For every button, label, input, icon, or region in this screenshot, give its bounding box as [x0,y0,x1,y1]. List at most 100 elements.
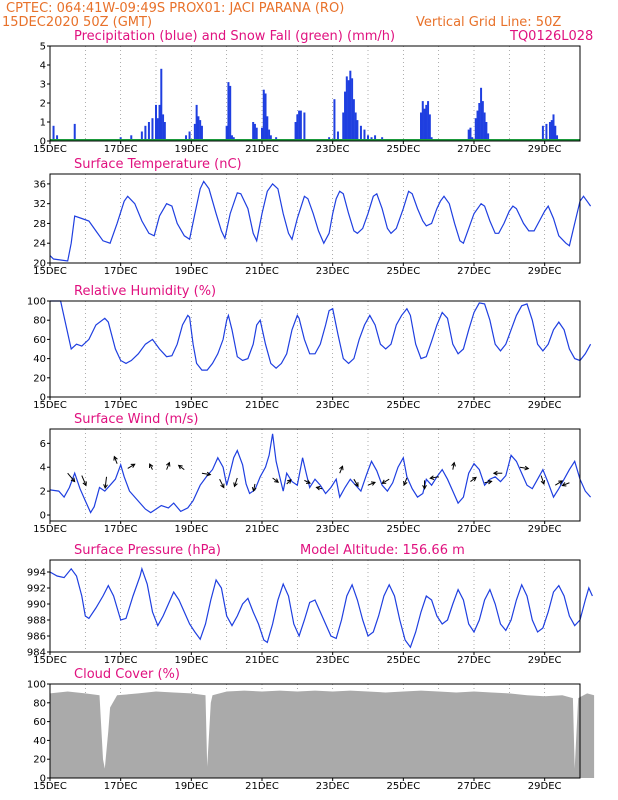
y-tick-label: 990 [27,600,46,611]
wind-arrow-head [286,479,292,484]
rh-line [50,300,592,371]
y-tick-label: 0 [40,511,46,522]
precip-bar [140,131,143,141]
x-tick-label: 27DEC [457,781,491,792]
precip-bar [299,110,302,141]
x-tick-label: 23DEC [316,400,350,411]
x-tick-label: 17DEC [104,781,138,792]
panel-rh: Relative Humidity (%) 0 20 40 60 80 100 15DEC 17… [27,284,592,411]
panel-title-pres: Surface Pressure (hPa) [74,543,221,558]
x-tick-label: 21DEC [245,524,279,535]
x-tick-label: 15DEC [33,266,67,277]
wind-arrow-head [113,455,118,461]
y-tick-label: 20 [33,373,46,384]
cloud-cover-area [50,690,595,778]
x-tick-label: 21DEC [245,266,279,277]
y-tick-label: 988 [27,616,46,627]
wind-arrow [562,482,570,487]
wind-arrow [149,463,153,470]
wind-arrow [178,465,185,471]
precip-bar [52,125,55,141]
x-tick-label: 21DEC [245,144,279,155]
precip-bar [374,135,377,141]
precip-bar [474,118,477,141]
x-tick-label: 15DEC [33,524,67,535]
panel-frame [49,45,581,142]
panel-title-cloud: Cloud Cover (%) [74,667,180,682]
y-tick-label: 0 [40,393,46,404]
precip-bar [545,123,548,141]
y-tick-label: 24 [33,239,46,250]
precip-bar [552,114,555,141]
y-tick-label: 40 [33,354,46,365]
precip-bar [485,122,488,141]
wind-arrow [367,481,376,486]
precip-bar [554,125,557,141]
wind-arrow-head [472,476,477,482]
precip-bar [478,103,481,141]
wind-arrow [430,476,439,479]
precip-bar [425,104,428,141]
wind-arrow-head [381,479,387,484]
precip-bar [349,70,352,141]
x-tick-label: 19DEC [174,655,208,666]
y-tick-label: 4 [40,463,46,474]
wind-arrow-head [315,485,321,491]
header-line1: CPTEC: 064:41W-09:49S PROX01: JACI PARAN… [6,1,344,16]
precip-bar [336,131,339,141]
precip-bar [253,123,256,141]
precip-bar [333,99,336,141]
x-tick-label: 21DEC [245,655,279,666]
panel-temp: Surface Temperature (nC) 20 24 28 32 36 15DEC 1… [33,157,592,277]
precip-bar [188,131,191,141]
x-tick-label: 21DEC [245,400,279,411]
precip-bar [480,87,483,141]
wind-arrow [381,478,390,484]
x-tick-label: 29DEC [528,524,562,535]
precip-bar [200,125,203,141]
x-tick-label: 17DEC [104,524,138,535]
x-tick-label: 15DEC [33,655,67,666]
wind-arrow-head [149,463,154,469]
precip-bar [356,120,359,141]
x-tick-label: 19DEC [174,781,208,792]
y-tick-label: 992 [27,584,46,595]
wind-arrow [484,480,492,484]
x-tick-label: 23DEC [316,266,350,277]
wind-arrow [253,483,256,492]
precip-bar [487,133,490,141]
precip-bar [229,85,232,141]
wind-arrow-head [451,461,456,467]
precip-bar [483,112,486,141]
temp-line [49,180,592,262]
wind-arrow-head [165,461,171,467]
panel-pres: Surface Pressure (hPa) Model Altitude: 15… [27,543,593,666]
x-tick-label: 15DEC [33,400,67,411]
wind-arrow [540,475,545,485]
precip-bar [298,110,301,141]
precip-bar [556,135,559,141]
precip-bar [73,123,76,141]
wind-arrow-head [370,481,376,486]
panel-frame [49,300,581,398]
y-tick-label: 2 [40,487,46,498]
wind-arrow-head [251,486,257,492]
wind-arrow [104,476,108,489]
x-tick-label: 29DEC [528,400,562,411]
wind-arrow-head [233,482,238,488]
y-tick-label: 40 [33,736,46,747]
x-tick-label: 29DEC [528,144,562,155]
x-tick-label: 17DEC [104,400,138,411]
wind-arrow-head [339,465,344,471]
y-tick-label: 20 [33,259,46,270]
wind-arrow-head [492,470,498,476]
x-tick-label: 29DEC [528,266,562,277]
precip-bar [481,101,484,141]
precip-bar [367,135,369,141]
panel-cloud: Cloud Cover (%) 0 20 40 60 80 100 15DEC 17DEC 19D… [27,667,595,792]
y-tick-label: 2 [40,99,46,110]
precip-bar [303,112,306,141]
precip-bar [352,99,355,141]
precip-bar [351,78,354,141]
